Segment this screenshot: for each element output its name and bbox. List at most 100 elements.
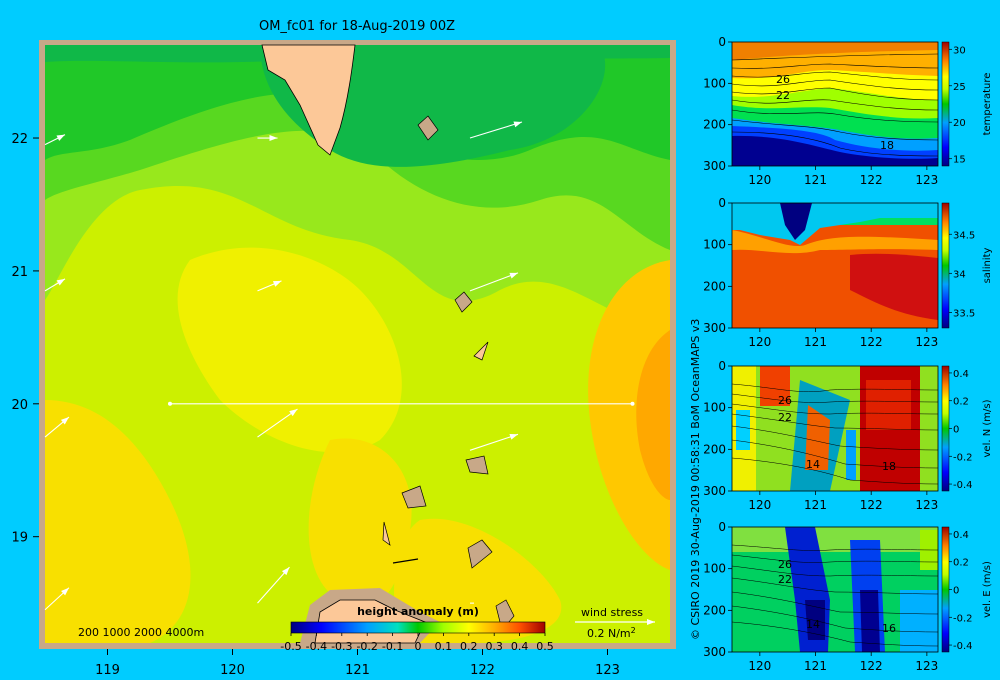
section-colorbar-tick-label: 20 <box>953 118 966 129</box>
wind-vector <box>44 416 70 438</box>
section-colorbar-tick-label: 0.2 <box>953 397 969 408</box>
island <box>473 341 489 361</box>
section-colorbar-tick-label: 0 <box>953 586 959 597</box>
section-x-tick-label: 123 <box>915 173 938 187</box>
colorbar-tick-label: 0 <box>415 640 422 653</box>
colorbar-tick-label: 0.3 <box>485 640 503 653</box>
map-x-tick-label: 122 <box>470 663 495 678</box>
map-x-tick-label: 123 <box>595 663 620 678</box>
section-colorbar-label: salinity <box>982 247 993 283</box>
section-colorbar-tick-label: 0.4 <box>953 369 969 380</box>
map-x-axis: 119 120 121 122 123 <box>95 649 620 678</box>
section-y-tick-label: 300 <box>703 484 726 498</box>
wind-scale-value: 0.2 N/m2 <box>587 626 636 640</box>
island-shelf <box>465 455 489 475</box>
island-shelf <box>401 485 427 509</box>
salinity-panel <box>731 202 950 329</box>
section-colorbar-tick-label: 33.5 <box>953 308 975 319</box>
colorbar-tick-label: -0.4 <box>306 640 327 653</box>
map-y-axis: 19 20 21 22 <box>11 132 39 546</box>
section-x-tick-label: 123 <box>915 659 938 673</box>
colorbar-tick-label: -0.2 <box>356 640 377 653</box>
island-shelf <box>454 291 473 313</box>
temperature-panel <box>731 41 950 167</box>
colorbar-tick-label: -0.3 <box>331 640 352 653</box>
contour-label: 16 <box>882 622 896 635</box>
section-y-tick-label: 0 <box>718 35 726 49</box>
contour-label: 18 <box>882 460 896 473</box>
section-colorbar-label: vel. E (m/s) <box>982 561 993 618</box>
section-y-tick-label: 200 <box>703 279 726 293</box>
contour-label: 22 <box>776 89 790 102</box>
section-x-tick-label: 123 <box>915 498 938 512</box>
map-x-tick-label: 120 <box>220 663 245 678</box>
section-y-tick-label: 200 <box>703 118 726 132</box>
section-x-tick-label: 123 <box>915 335 938 349</box>
wind-vector <box>257 280 282 292</box>
section-x-tick-label: 122 <box>860 498 883 512</box>
wind-vector <box>469 121 523 139</box>
island <box>382 521 391 546</box>
section-colorbar-tick-label: 0.2 <box>953 558 969 569</box>
contour-label: 26 <box>776 73 790 86</box>
section-y-tick-label: 0 <box>718 520 726 534</box>
height-anomaly-colorbar <box>290 621 546 634</box>
colorbar-tick-label: 0.1 <box>435 640 453 653</box>
contour-label: 22 <box>778 411 792 424</box>
credit-text: © CSIRO 2019 30-Aug-2019 00:58:31 BoM Oc… <box>689 319 702 640</box>
wind-vector <box>469 272 519 292</box>
section-x-tick-label: 121 <box>804 335 827 349</box>
island-shelf <box>417 115 439 141</box>
section-y-tick-label: 300 <box>703 321 726 335</box>
wind-vector <box>44 134 66 146</box>
map-y-tick-label: 20 <box>11 398 28 413</box>
section-x-tick-label: 120 <box>748 498 771 512</box>
section-y-tick-label: 100 <box>703 76 726 90</box>
depth-legend: 200 1000 2000 4000m <box>78 626 204 639</box>
map-x-tick-label: 119 <box>95 663 120 678</box>
section-x-tick-label: 120 <box>748 173 771 187</box>
island-shelf <box>467 539 493 569</box>
section-colorbar-tick-label: -0.2 <box>953 452 973 463</box>
section-x-tick-label: 120 <box>748 335 771 349</box>
section-x-tick-label: 122 <box>860 335 883 349</box>
contour-label: 18 <box>880 139 894 152</box>
section-y-tick-label: 300 <box>703 159 726 173</box>
section-x-tick-label: 121 <box>804 659 827 673</box>
colorbar-label: height anomaly (m) <box>357 605 479 618</box>
colorbar-tick-label: -0.1 <box>382 640 403 653</box>
wind-vector <box>469 433 519 451</box>
section-colorbar-tick-label: 34 <box>953 269 966 280</box>
section-x-tick-label: 121 <box>804 173 827 187</box>
section-colorbar-tick-label: -0.4 <box>953 641 973 652</box>
wind-vector <box>257 408 298 438</box>
section-endpoint <box>168 401 172 406</box>
section-x-tick-label: 122 <box>860 659 883 673</box>
section-x-tick-label: 121 <box>804 498 827 512</box>
contour-label: 14 <box>806 458 820 471</box>
section-colorbar-tick-label: -0.4 <box>953 480 973 491</box>
section-colorbar-tick-label: -0.2 <box>953 613 973 624</box>
colorbar-tick-label: -0.5 <box>280 640 301 653</box>
taiwan-land <box>261 44 356 156</box>
velocity-east-panel <box>731 526 950 653</box>
map-y-tick-label: 22 <box>11 132 28 147</box>
island <box>392 558 419 564</box>
section-colorbar-tick-label: 25 <box>953 82 966 93</box>
section-x-tick-label: 122 <box>860 173 883 187</box>
colorbar-ticks: -0.5 -0.4 -0.3 -0.2 -0.1 0 0.1 0.2 0.3 0.4 0.5 <box>280 633 554 653</box>
section-y-tick-label: 100 <box>703 562 726 576</box>
section-y-tick-label: 100 <box>703 401 726 415</box>
colorbar-tick-label: 0.2 <box>460 640 478 653</box>
velocity-north-panel <box>731 365 950 492</box>
chart-title: OM_fc01 for 18-Aug-2019 00Z <box>259 19 455 34</box>
contour-label: 22 <box>778 573 792 586</box>
section-colorbar-tick-label: 0.4 <box>953 530 969 541</box>
section-y-tick-label: 0 <box>718 196 726 210</box>
section-colorbar-label: temperature <box>982 73 993 136</box>
section-colorbar-tick-label: 0 <box>953 425 959 436</box>
wind-scale-arrowhead <box>647 619 655 625</box>
wind-vectors <box>44 121 523 611</box>
section-colorbar-label: vel. N (m/s) <box>982 399 993 457</box>
